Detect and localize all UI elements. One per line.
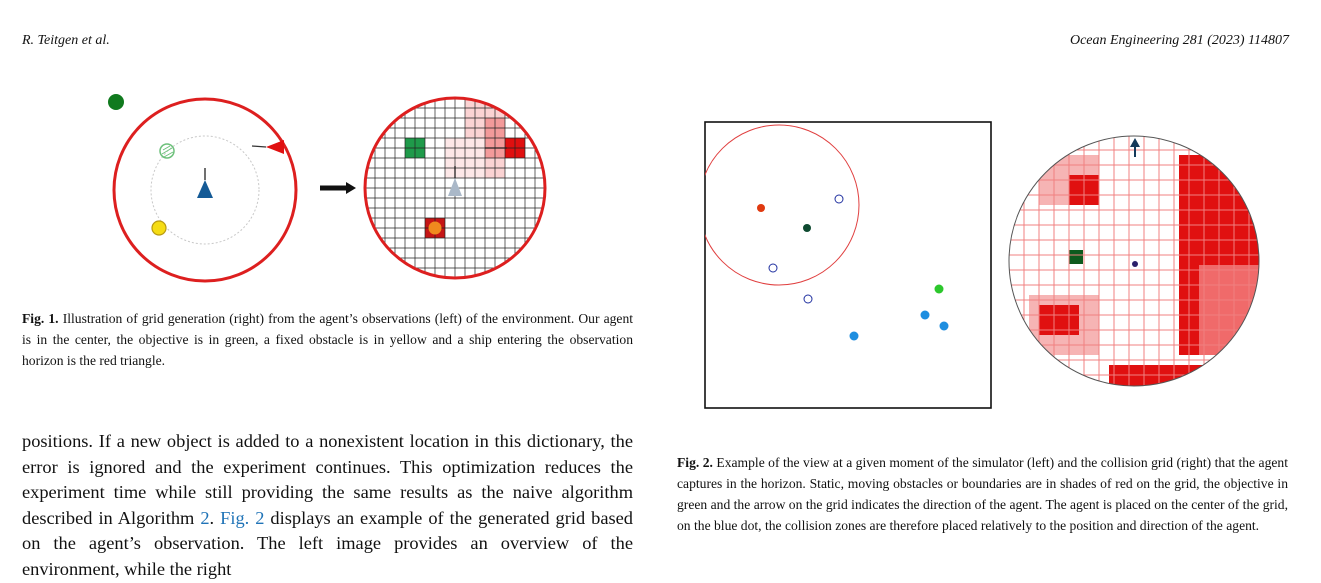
body-text-2: . xyxy=(209,507,221,528)
ship-triangle xyxy=(266,140,284,154)
fixed-obstacle xyxy=(151,220,167,236)
fig2-label: Fig. 2. xyxy=(677,455,713,470)
figure-link[interactable]: Fig. 2 xyxy=(220,507,265,528)
agent-position-dot xyxy=(1132,261,1138,267)
fig2-caption: Fig. 2. Example of the view at a given m… xyxy=(677,452,1288,536)
fig1-caption: Fig. 1. Illustration of grid generation … xyxy=(22,308,633,371)
body-paragraph: positions. If a new object is added to a… xyxy=(22,429,633,583)
fig2-caption-text: Example of the view at a given moment of… xyxy=(677,455,1288,533)
running-header-journal: Ocean Engineering 281 (2023) 114807 xyxy=(1069,33,1289,48)
horizon-circle xyxy=(705,124,860,286)
running-header-authors: R. Teitgen et al. xyxy=(22,33,110,48)
figure-2 xyxy=(704,121,1260,409)
fig1-right-grid xyxy=(363,96,547,280)
collision-grid xyxy=(1008,135,1260,387)
algorithm-link[interactable]: 2 xyxy=(200,507,210,528)
body-text-1: positions. If a new object is added to a… xyxy=(22,431,633,528)
fig1-caption-text: Illustration of grid generation (right) … xyxy=(22,311,634,368)
objective-dot xyxy=(108,94,124,110)
observation-horizon-circle xyxy=(112,97,298,283)
objective-projection xyxy=(159,143,175,159)
inner-range-circle xyxy=(150,135,260,245)
fig1-label: Fig. 1. xyxy=(22,311,59,326)
agent-triangle xyxy=(197,180,213,198)
fig1-left-panel xyxy=(108,94,298,283)
figure-1 xyxy=(108,94,547,283)
simulator-view xyxy=(704,121,992,409)
agent-triangle-grid xyxy=(448,178,462,196)
